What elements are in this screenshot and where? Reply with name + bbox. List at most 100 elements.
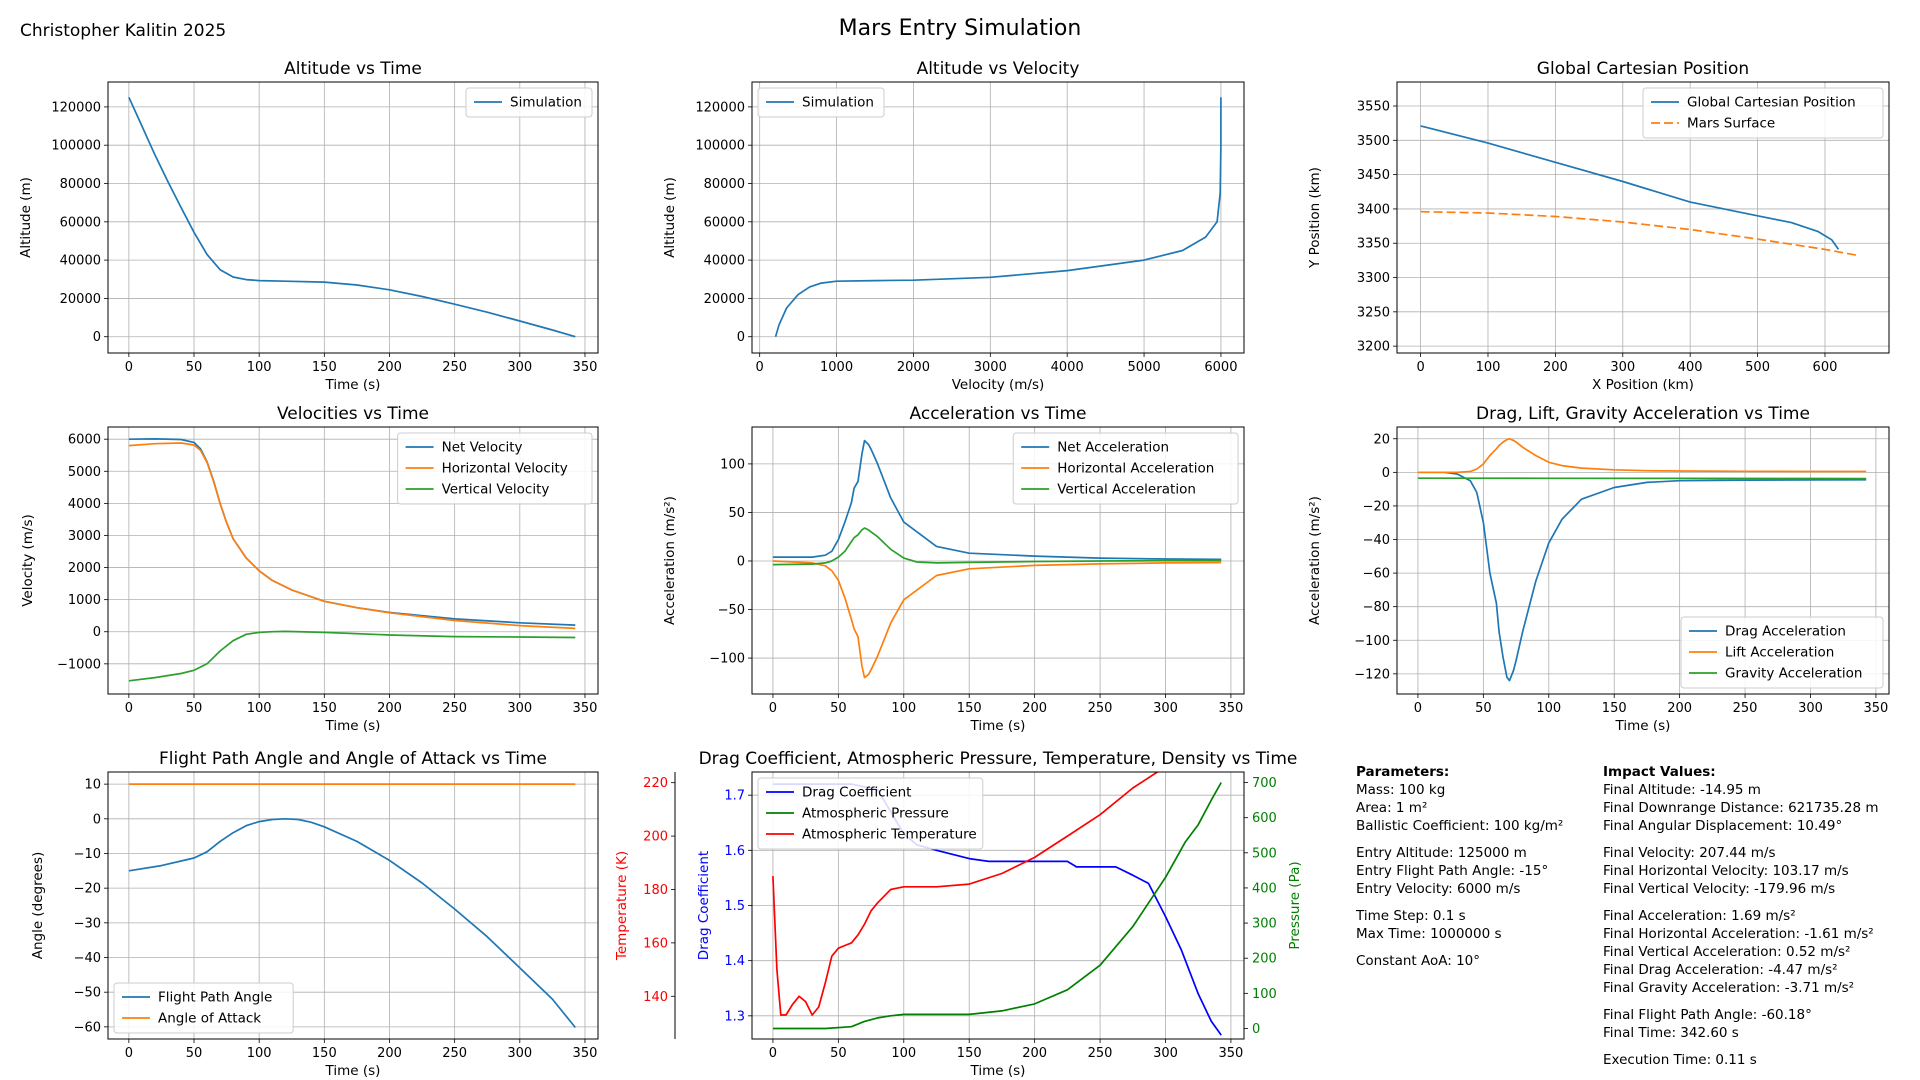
y-tick-label: 2000 — [68, 561, 101, 576]
y-axis-label: Acceleration (m/s²) — [1307, 496, 1323, 625]
x-tick-label: 100 — [1476, 360, 1501, 375]
y-tick-label: 80000 — [704, 177, 745, 192]
legend-label: Atmospheric Temperature — [802, 827, 977, 843]
param-line: Final Downrange Distance: 621735.28 m — [1603, 800, 1879, 816]
y-tick-label: 3550 — [1357, 100, 1390, 115]
legend-label: Horizontal Velocity — [442, 461, 568, 477]
x-tick-label: 350 — [573, 360, 598, 375]
x-tick-label: 300 — [1153, 1046, 1178, 1061]
x-tick-label: 100 — [247, 1046, 272, 1061]
x-tick-label: 50 — [1475, 701, 1492, 716]
chart-title: Flight Path Angle and Angle of Attack vs… — [159, 749, 547, 769]
y-axis-label: Angle (degrees) — [30, 852, 46, 960]
spacer — [1603, 835, 1879, 844]
param-line: Entry Altitude: 125000 m — [1356, 845, 1527, 861]
y-axis-label: Drag Coefficient — [696, 851, 712, 960]
y-tick-label: 120000 — [695, 100, 745, 115]
chart-title: Altitude vs Velocity — [917, 59, 1080, 79]
series-line-atmospheric-pressure — [772, 782, 1222, 1030]
legend: Net Velocity Horizontal Velocity Vertical … — [397, 432, 593, 505]
param-line: Final Acceleration: 1.69 m/s² — [1603, 908, 1796, 924]
legend-label: Mars Surface — [1687, 116, 1775, 132]
x-axis-label: Time (s) — [970, 718, 1026, 734]
plot-frame — [107, 771, 599, 1040]
legend-box — [1680, 616, 1884, 689]
x-tick-label: 250 — [1733, 701, 1758, 716]
x-tick-label: 600 — [1813, 360, 1838, 375]
x-tick-label: 150 — [957, 1046, 982, 1061]
x-tick-label: 100 — [891, 1046, 916, 1061]
x-tick-label: 50 — [830, 1046, 847, 1061]
y-tick-label: −100 — [709, 652, 745, 667]
param-line: Mass: 100 kg — [1356, 782, 1446, 798]
chart-title: Velocities vs Time — [277, 404, 429, 424]
chart-title: Drag, Lift, Gravity Acceleration vs Time — [1476, 404, 1810, 424]
y-tick-label: 6000 — [68, 433, 101, 448]
y-far-tick-label: 160 — [643, 936, 668, 951]
x-tick-label: 100 — [891, 701, 916, 716]
legend-label: Atmospheric Pressure — [802, 806, 949, 822]
y-far-tick-label: 180 — [643, 883, 668, 898]
plot-frame — [107, 81, 599, 354]
y-tick-label: −40 — [74, 951, 101, 966]
x-tick-label: 0 — [1416, 360, 1424, 375]
legend-label: Flight Path Angle — [158, 990, 272, 1006]
series-line-lift-acceleration — [1417, 437, 1867, 474]
x-tick-label: 350 — [573, 701, 598, 716]
series-line-flight-path-angle — [128, 817, 576, 1029]
x-tick-label: 50 — [186, 1046, 203, 1061]
y-far-tick-label: 140 — [643, 990, 668, 1005]
y-tick-label: 3000 — [68, 529, 101, 544]
plot-frame — [1396, 426, 1890, 695]
y-tick-label: 3250 — [1357, 305, 1390, 320]
x-tick-label: 300 — [1610, 360, 1635, 375]
x-axis-label: Time (s) — [325, 377, 381, 393]
x-tick-label: 5000 — [1128, 360, 1161, 375]
x-tick-label: 250 — [442, 360, 467, 375]
y-tick-label: 0 — [737, 330, 745, 345]
parameters-panel: Parameters: Mass: 100 kg Area: 1 m² Ballist… — [1356, 763, 1563, 970]
series-line-horizontal-velocity — [128, 442, 576, 630]
legend-label: Drag Coefficient — [802, 785, 911, 801]
y-axis-label: Altitude (m) — [18, 177, 34, 258]
legend: Flight Path Angle Angle of Attack — [113, 982, 294, 1034]
x-tick-label: 300 — [507, 360, 532, 375]
y-tick-label: −100 — [1354, 634, 1390, 649]
x-tick-label: 200 — [1543, 360, 1568, 375]
y-tick-label: −50 — [74, 986, 101, 1001]
x-tick-label: 350 — [1219, 1046, 1244, 1061]
chart-global_pos: Global Cartesian Position 0 100 200 300 400 50… — [1307, 59, 1890, 393]
x-tick-label: 2000 — [897, 360, 930, 375]
x-tick-label: 0 — [125, 360, 133, 375]
x-tick-label: 50 — [830, 701, 847, 716]
x-axis-label: X Position (km) — [1592, 377, 1694, 393]
x-tick-label: 200 — [1022, 1046, 1047, 1061]
param-line: Execution Time: 0.11 s — [1603, 1052, 1757, 1068]
chart-acc_time: Acceleration vs Time 0 50 100 150 200 250 300 35… — [662, 404, 1245, 734]
y-tick-label: 80000 — [60, 177, 101, 192]
y-tick-label: 3200 — [1357, 340, 1390, 355]
x-tick-label: 400 — [1678, 360, 1703, 375]
param-line: Final Angular Displacement: 10.49° — [1603, 818, 1843, 834]
legend-label: Gravity Acceleration — [1725, 666, 1863, 682]
param-line: Final Velocity: 207.44 m/s — [1603, 845, 1776, 861]
y-tick-label: 3450 — [1357, 168, 1390, 183]
y-tick-label: 1.7 — [724, 789, 745, 804]
x-tick-label: 200 — [377, 1046, 402, 1061]
series-line-horizontal-acceleration — [772, 560, 1222, 679]
series-line-mars-surface — [1420, 210, 1859, 257]
y-right-axis-label: Pressure (Pa) — [1287, 861, 1303, 949]
x-tick-label: 150 — [312, 360, 337, 375]
x-tick-label: 500 — [1745, 360, 1770, 375]
y-tick-label: −20 — [1363, 499, 1390, 514]
spacer — [1603, 997, 1879, 1006]
y-tick-label: 10 — [84, 778, 101, 793]
x-tick-label: 200 — [377, 701, 402, 716]
param-line: Area: 1 m² — [1356, 800, 1428, 816]
y-tick-label: −50 — [718, 603, 745, 618]
series-line-atmospheric-temperature — [772, 772, 1159, 1016]
legend-label: Simulation — [802, 95, 874, 111]
param-line: Ballistic Coefficient: 100 kg/m² — [1356, 818, 1564, 834]
series-line-vertical-acceleration — [772, 527, 1222, 566]
y-tick-label: 4000 — [68, 497, 101, 512]
